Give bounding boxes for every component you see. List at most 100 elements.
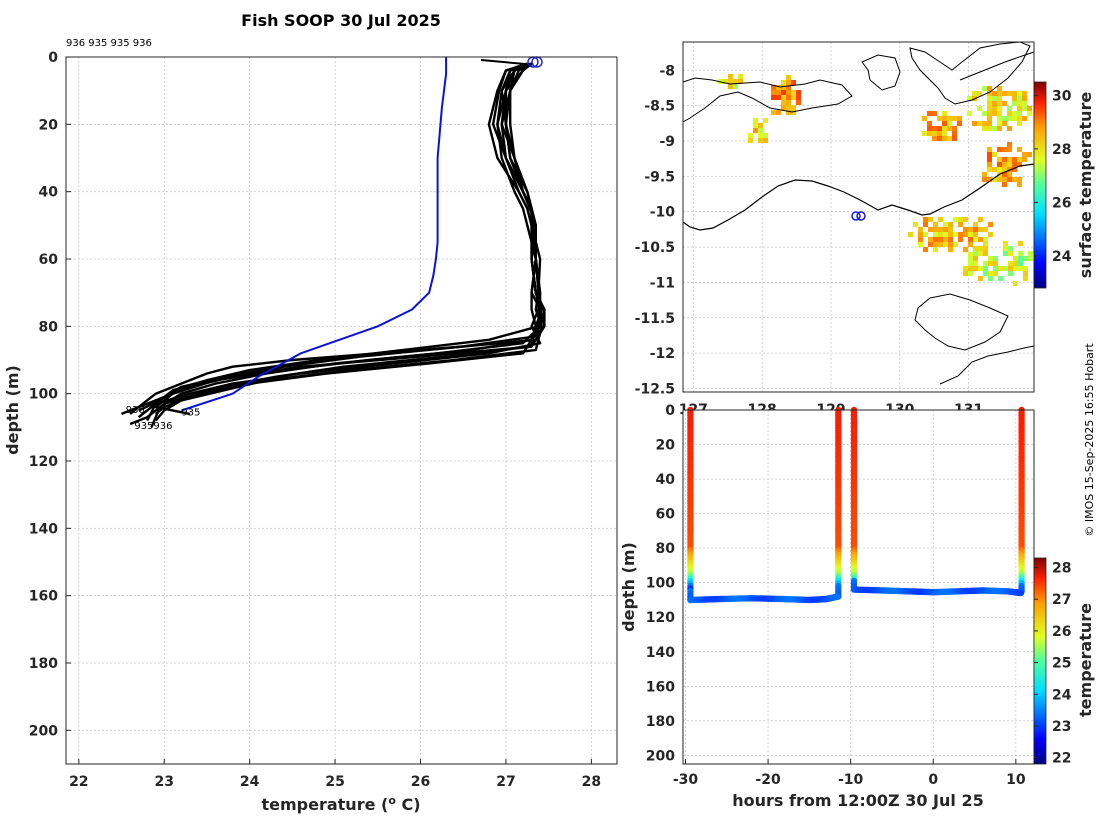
sst-pixel — [947, 116, 952, 121]
sst-pixel — [983, 237, 988, 242]
sst-pixel — [1017, 106, 1022, 111]
sst-pixel — [967, 111, 972, 116]
profile-ylabel: depth (m) — [3, 365, 22, 455]
timeseries-ytick-label: 100 — [646, 576, 675, 592]
sst-pixel — [1023, 276, 1028, 281]
sst-pixel — [988, 222, 993, 227]
timeseries-xtick-label: 0 — [928, 772, 938, 788]
coastline-islands-west — [683, 77, 853, 123]
timeseries-ytick-label: 180 — [646, 714, 675, 730]
map-colorbar-tick-label: 26 — [1052, 195, 1071, 211]
timeseries-ytick-label: 200 — [646, 748, 675, 764]
sst-pixel — [978, 227, 983, 232]
sst-pixel — [738, 74, 743, 79]
profile-line-cast-9 — [154, 62, 543, 415]
sst-pixel — [1012, 111, 1017, 116]
sst-pixel — [786, 75, 791, 80]
sst-pixel — [1002, 157, 1007, 162]
sst-pixel — [987, 152, 992, 157]
sst-pixel — [997, 126, 1002, 131]
sst-pixel — [1018, 261, 1023, 266]
sst-pixel — [943, 242, 948, 247]
profile-xlabel: temperature (o C) — [261, 794, 420, 815]
sst-pixel — [933, 247, 938, 252]
sst-pixel — [932, 111, 937, 116]
sst-pixel — [958, 222, 963, 227]
sst-pixel — [942, 111, 947, 116]
sst-pixel — [1012, 91, 1017, 96]
timeseries-panel: -30 -20 -10 0 10020406080100120140160180200 … — [619, 403, 1095, 810]
sst-pixel — [968, 252, 973, 257]
sst-pixel — [786, 110, 791, 115]
sst-pixel — [748, 133, 753, 138]
sst-pixel — [918, 227, 923, 232]
sst-pixel — [763, 118, 768, 123]
cast-bottom-label: 935936 — [134, 421, 172, 432]
sst-pixel — [992, 91, 997, 96]
sst-pixel — [1017, 101, 1022, 106]
sst-pixel — [1007, 116, 1012, 121]
sst-pixel — [1002, 101, 1007, 106]
sst-pixel — [938, 237, 943, 242]
map-ytick-label: -8.5 — [644, 99, 675, 115]
sst-pixel — [987, 157, 992, 162]
map-ytick-label: -9.5 — [644, 169, 675, 185]
sst-pixel — [1012, 167, 1017, 172]
sst-pixel — [952, 136, 957, 141]
sst-pixel — [786, 80, 791, 85]
sst-pixel — [997, 101, 1002, 106]
sst-pixel — [968, 266, 973, 271]
sst-pixel — [928, 227, 933, 232]
sst-pixel — [763, 138, 768, 143]
sst-pixel — [1007, 172, 1012, 177]
sst-pixel — [1022, 101, 1027, 106]
sst-pixel — [997, 96, 1002, 101]
sst-pixel — [992, 152, 997, 157]
timeseries-xtick-label: -20 — [755, 772, 781, 788]
sst-pixel — [943, 227, 948, 232]
sst-pixel — [1012, 116, 1017, 121]
sst-pixel — [942, 136, 947, 141]
timeseries-ytick-label: 80 — [656, 541, 676, 557]
sst-pixel — [1022, 152, 1027, 157]
sst-pixel — [758, 128, 763, 133]
sst-pixel — [997, 167, 1002, 172]
sst-pixel — [983, 241, 988, 246]
sst-pixel — [992, 111, 997, 116]
map-ytick-label: -11.5 — [635, 311, 675, 327]
sst-pixel — [992, 96, 997, 101]
sst-pixel — [977, 91, 982, 96]
sst-pixel — [927, 131, 932, 136]
sst-pixel — [1023, 266, 1028, 271]
sst-pixel — [1022, 157, 1027, 162]
sst-pixel — [771, 90, 776, 95]
sst-pixel — [776, 90, 781, 95]
sst-pixel — [933, 237, 938, 242]
sst-pixel — [1002, 116, 1007, 121]
sst-pixel — [982, 121, 987, 126]
map-ytick-label: -11 — [650, 275, 675, 291]
sst-pixel — [977, 121, 982, 126]
sst-pixel — [1028, 256, 1033, 261]
sst-pixel — [1007, 126, 1012, 131]
sst-pixel — [1017, 91, 1022, 96]
sst-pixel — [928, 217, 933, 222]
sst-pixel — [988, 232, 993, 237]
sst-pixel — [771, 95, 776, 100]
sst-pixel — [753, 123, 758, 128]
cast-id-labels: 936 935 935 936 — [66, 38, 152, 49]
sst-pixel — [993, 266, 998, 271]
sst-pixel — [1017, 116, 1022, 121]
sst-pixel — [1002, 121, 1007, 126]
sst-pixel — [786, 100, 791, 105]
timeseries-ytick-label: 20 — [656, 438, 676, 454]
sst-pixel — [957, 116, 962, 121]
map-colorbar-tick-label: 28 — [1052, 142, 1071, 158]
sst-pixel — [1002, 91, 1007, 96]
profile-panel: 936 935 935 936 936 935 935936 22 23 24 25 26 2… — [3, 38, 618, 815]
sst-pixel — [758, 123, 763, 128]
sst-pixel — [922, 131, 927, 136]
map-ytick-label: -8 — [659, 63, 675, 79]
profile-ytick-label: 180 — [29, 656, 58, 672]
